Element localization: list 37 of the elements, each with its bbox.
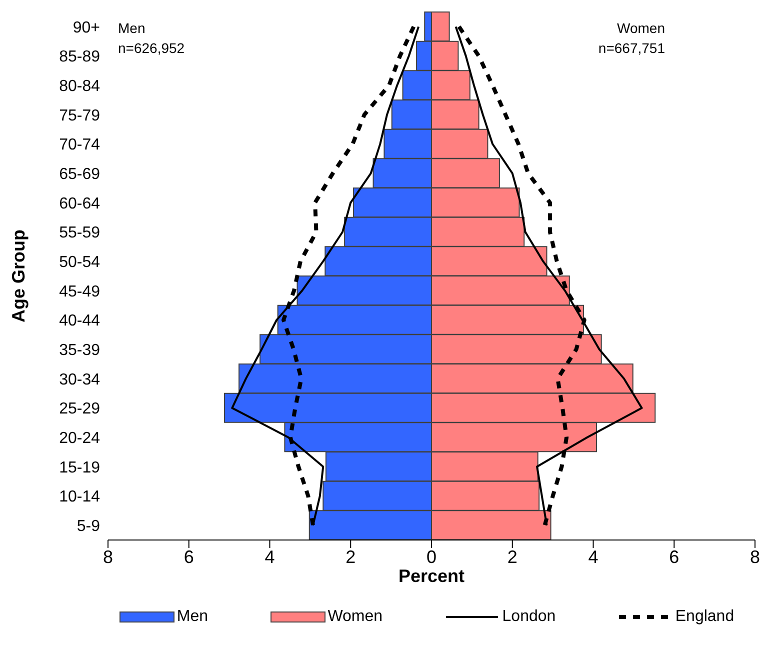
- x-tick-label: 2: [346, 546, 356, 567]
- x-tick-label: 6: [184, 546, 194, 567]
- y-tick-label: 55-59: [59, 224, 100, 242]
- y-tick-label: 80-84: [59, 78, 100, 96]
- y-axis-title: Age Group: [8, 230, 28, 322]
- x-axis-title: Percent: [398, 566, 465, 586]
- y-tick-label: 50-54: [59, 254, 100, 272]
- x-tick-label: 4: [264, 546, 275, 567]
- annotation: Men: [118, 19, 146, 38]
- legend-label: Men: [176, 608, 208, 626]
- legend-label: London: [502, 608, 556, 626]
- annotation: n=626,952: [118, 39, 185, 58]
- y-tick-label: 25-29: [59, 400, 100, 418]
- y-tick-label: 85-89: [59, 48, 100, 66]
- y-tick-label: 75-79: [59, 107, 100, 124]
- legend-label: Women: [328, 608, 383, 626]
- y-tick-label: 20-24: [59, 430, 100, 448]
- y-tick-label: 65-69: [59, 166, 100, 184]
- y-tick-label: 15-19: [59, 459, 100, 476]
- y-tick-label: 90+: [72, 19, 100, 36]
- x-tick-label: 2: [507, 546, 518, 567]
- y-tick-label: 40-44: [59, 312, 100, 330]
- legend-label: England: [675, 608, 734, 626]
- x-tick-label: 8: [102, 546, 114, 567]
- y-tick-label: 5-9: [76, 518, 100, 536]
- y-tick-label: 10-14: [59, 488, 100, 506]
- y-tick-label: 60-64: [59, 195, 100, 212]
- annotation: Women: [616, 19, 665, 38]
- y-tick-label: 35-39: [59, 342, 100, 360]
- x-tick-label: 0: [426, 546, 437, 567]
- x-tick-label: 6: [669, 546, 680, 567]
- x-tick-label: 8: [750, 546, 760, 567]
- y-tick-label: 70-74: [59, 136, 100, 154]
- x-tick-label: 4: [588, 546, 598, 567]
- annotation: n=667,751: [598, 39, 665, 58]
- y-tick-label: 30-34: [59, 371, 100, 388]
- y-tick-label: 45-49: [59, 283, 100, 300]
